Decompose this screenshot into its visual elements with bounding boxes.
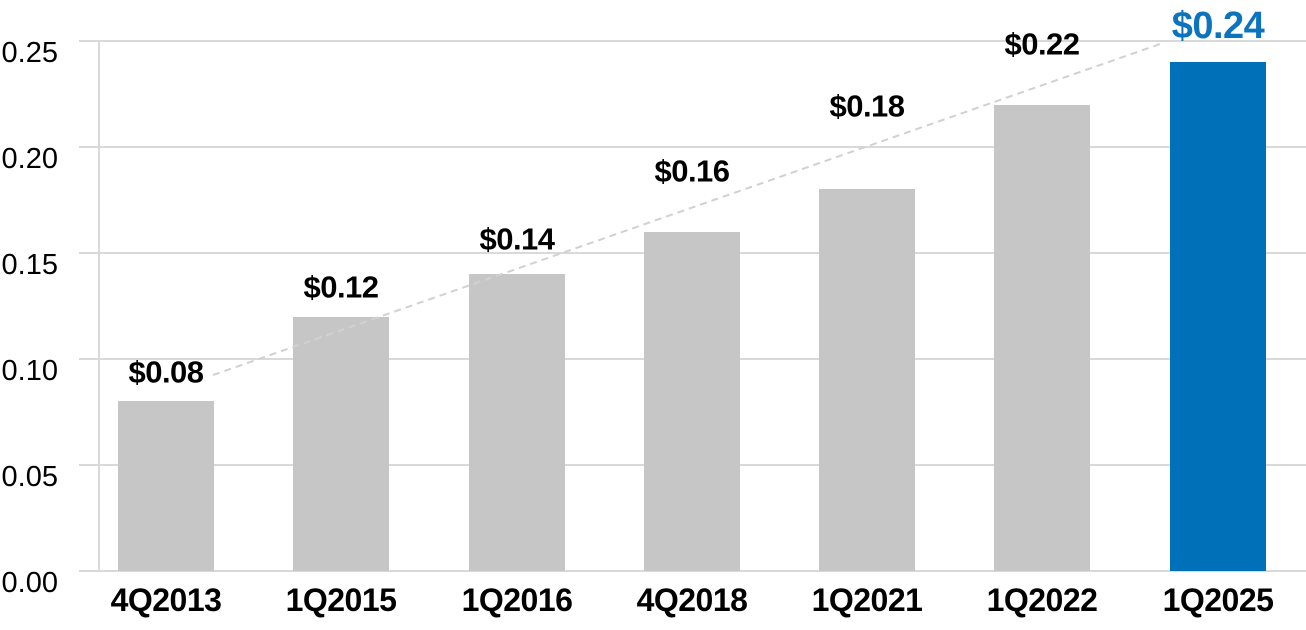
bar-1Q2022: [994, 104, 1090, 571]
y-tick-label: 0.00: [1, 567, 58, 599]
gridline-0.20: [79, 146, 1306, 148]
data-label-1Q2025: $0.24: [1171, 5, 1265, 47]
bar-1Q2021: [819, 189, 915, 571]
data-label-1Q2016: $0.14: [479, 221, 555, 257]
data-label-1Q2015: $0.12: [303, 269, 379, 305]
x-tick-label-1Q2025: 1Q2025: [1162, 582, 1274, 618]
data-label-4Q2013: $0.08: [128, 354, 204, 390]
bar-1Q2025: [1170, 62, 1266, 571]
y-tick-label: 0.15: [1, 249, 58, 281]
data-label-1Q2022: $0.22: [1004, 26, 1080, 62]
bar-1Q2016: [469, 274, 565, 571]
y-tick-label: 0.05: [1, 461, 58, 493]
y-tick-label: 0.20: [1, 143, 58, 175]
x-tick-label-1Q2021: 1Q2021: [811, 582, 923, 618]
y-tick-label: 0.25: [1, 37, 58, 69]
x-tick-label-1Q2016: 1Q2016: [461, 582, 573, 618]
y-tick-label: 0.10: [1, 355, 58, 387]
x-tick-label-1Q2022: 1Q2022: [986, 582, 1098, 618]
x-tick-label-4Q2013: 4Q2013: [110, 582, 222, 618]
bar-4Q2013: [118, 401, 214, 571]
x-tick-label-1Q2015: 1Q2015: [285, 582, 397, 618]
data-label-1Q2021: $0.18: [829, 88, 905, 124]
bar-1Q2015: [293, 316, 389, 571]
gridline-0.00: [79, 570, 1306, 572]
bar-4Q2018: [644, 231, 740, 571]
gridline-0.25: [79, 40, 1306, 42]
data-label-4Q2018: $0.16: [654, 153, 730, 189]
x-tick-label-4Q2018: 4Q2018: [636, 582, 748, 618]
y-axis-vertical-line: [98, 41, 100, 572]
